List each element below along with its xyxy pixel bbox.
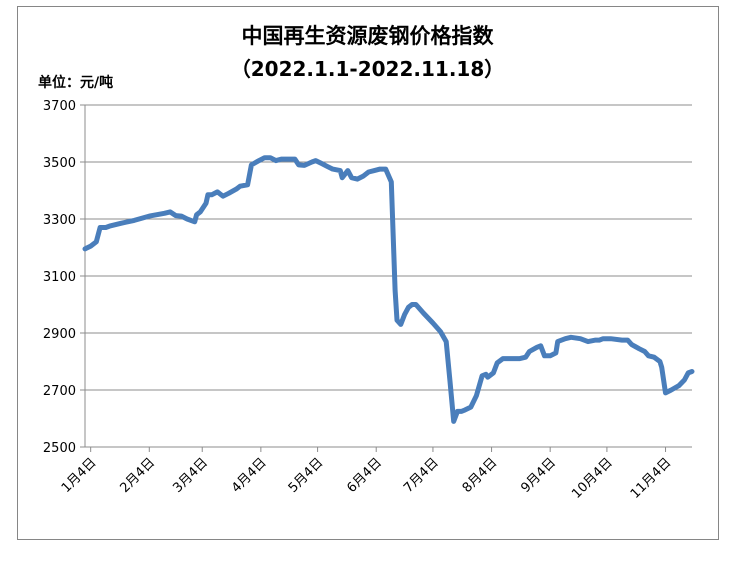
series-group bbox=[82, 155, 695, 424]
chart-title: 中国再生资源废钢价格指数 bbox=[241, 24, 494, 48]
x-tick-label: 8月4日 bbox=[460, 455, 501, 496]
x-tick-label: 11月4日 bbox=[628, 455, 675, 502]
x-tick-label: 5月4日 bbox=[286, 455, 327, 496]
chart-frame bbox=[17, 6, 719, 540]
x-tick-label: 9月4日 bbox=[518, 455, 559, 496]
y-tick-label: 3500 bbox=[43, 156, 76, 171]
x-tick-label: 6月4日 bbox=[344, 455, 385, 496]
series-line-0 bbox=[82, 155, 695, 424]
x-tick-label: 10月4日 bbox=[569, 455, 616, 502]
unit-label: 单位：元/吨 bbox=[38, 75, 114, 91]
y-tick-label: 3300 bbox=[43, 213, 76, 228]
y-tick-label: 2500 bbox=[43, 441, 76, 456]
x-tick-labels: 1月4日 2月4日 3月4日 4月4日 5月4日 6月4日 7月4日 8月4日 9月4日 10月4… bbox=[59, 455, 675, 502]
x-tick-label: 4月4日 bbox=[229, 455, 270, 496]
y-tick-label: 3700 bbox=[43, 99, 76, 114]
y-tick-labels: 2500 2700 2900 3100 3300 3500 3700 bbox=[43, 99, 76, 456]
x-tick-label: 3月4日 bbox=[170, 455, 211, 496]
x-tick-label: 2月4日 bbox=[117, 455, 158, 496]
y-tick-label: 2900 bbox=[43, 327, 76, 342]
x-tick-label: 1月4日 bbox=[59, 455, 100, 496]
chart-subtitle: （2022.1.1-2022.11.18） bbox=[230, 57, 505, 81]
x-tick-label: 7月4日 bbox=[401, 455, 442, 496]
gridlines bbox=[85, 104, 692, 391]
axes bbox=[80, 104, 692, 452]
y-tick-label: 3100 bbox=[43, 270, 76, 285]
y-tick-label: 2700 bbox=[43, 384, 76, 399]
